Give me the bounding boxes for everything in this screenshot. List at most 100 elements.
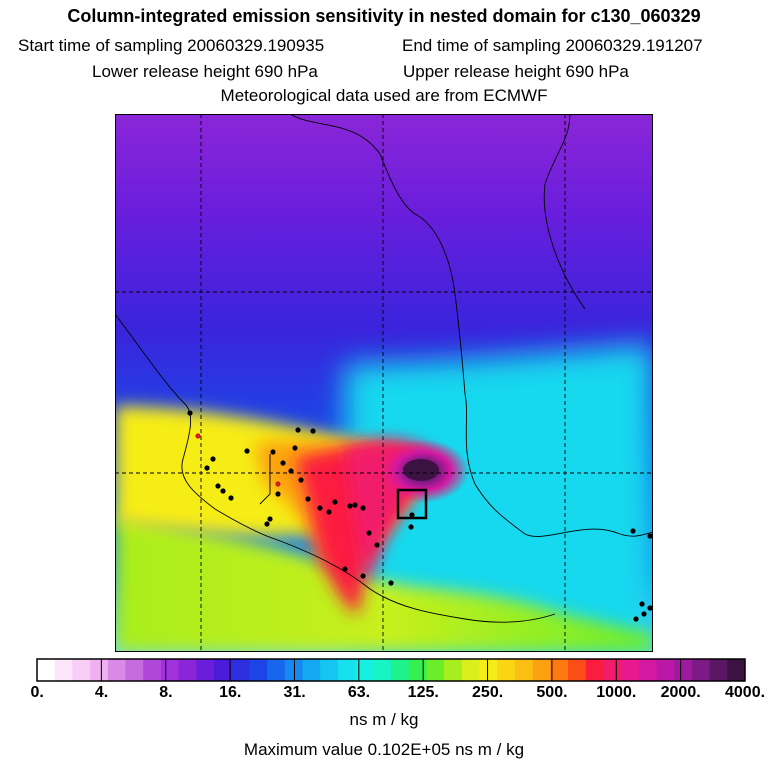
city-marker [639,601,645,607]
colorbar-tick-label: 0. [30,684,44,701]
colorbar-swatch [160,659,180,681]
city-marker [347,503,353,509]
city-marker [633,616,639,622]
colorbar-tick-label: 2000. [660,684,701,701]
sensitivity-map [115,114,653,652]
city-markers [187,410,653,622]
colorbar-swatch [638,659,657,681]
city-marker [630,528,636,534]
colorbar-swatch [320,659,339,681]
city-marker [228,495,234,501]
city-marker [310,428,316,434]
colorbar-swatch [550,659,569,681]
colorbar-swatch [107,659,126,681]
colorbar-swatch [408,659,427,681]
colorbar-swatch [249,659,268,681]
colorbar-tick-label: 125. [407,684,439,701]
maximum-value: Maximum value 0.102E+05 ns m / kg [243,740,525,759]
colorbar-swatch [497,659,516,681]
city-marker [220,488,226,494]
field-green-south [115,514,653,652]
release-box [396,488,428,520]
city-marker [210,456,216,462]
colorbar-swatch [391,659,410,681]
colorbar-tick-label: 4. [94,684,109,701]
city-marker [388,580,394,586]
colorbar-swatch [54,659,73,681]
colorbar-swatch [214,659,233,681]
colorbar-swatch [231,659,250,681]
city-marker [317,505,323,511]
map-title: Column-integrated emission sensitivity i… [67,6,701,26]
colorbar-tick-label: 31. [283,684,306,701]
colorbar-swatch [709,659,728,681]
colorbar-swatch [90,659,109,681]
city-marker [275,491,281,497]
city-marker [332,499,338,505]
colorbar-swatch [691,659,711,681]
colorbar-swatch [196,659,215,681]
colorbar-swatch [621,659,640,681]
city-marker [264,521,270,527]
city-marker [647,605,653,611]
colorbar-tick-label: 63. [347,684,371,701]
colorbar-swatch [532,659,551,681]
colorbar-swatch [373,659,392,681]
colorbar-swatch [461,659,480,681]
colorbar-swatch [603,659,622,681]
city-marker [409,512,415,518]
city-marker [408,524,414,530]
met-data-source: Meteorological data used are from ECMWF [220,86,548,105]
city-marker [647,533,653,539]
city-marker [195,433,201,439]
city-marker [326,509,332,515]
colorbar-swatch [674,659,693,681]
city-marker [360,573,366,579]
colorbar-swatch [72,659,91,681]
colorbar-tick-label: 250. [472,684,504,701]
city-marker [298,477,304,483]
colorbar-tick-label: 8. [159,684,173,701]
map-frame [115,114,653,652]
colorbar-swatch [514,659,534,681]
upper-release-height: Upper release height 690 hPa [403,62,629,81]
end-time: End time of sampling 20060329.191207 [402,36,703,55]
city-marker [204,465,210,471]
city-marker [374,542,380,548]
city-marker [288,468,294,474]
colorbar-tick-label: 1000. [596,684,637,701]
colorbar-swatch [727,659,746,681]
colorbar-swatch [37,659,56,681]
city-marker [366,530,372,536]
colorbar-swatch [479,659,498,681]
border-inland [259,454,271,505]
colorbar-swatch [284,659,303,681]
city-marker [244,448,250,454]
colorbar-tick-label: 500. [536,684,568,701]
coastline-west [115,313,556,623]
city-marker [352,502,358,508]
colorbar-swatch [143,659,162,681]
city-marker [187,410,193,416]
hotspot-core [403,459,439,481]
city-marker [292,445,298,451]
colorbar-swatch [656,659,675,681]
colorbar-swatch [125,659,144,681]
coastline-east [289,114,653,537]
colorbar-swatch [585,659,604,681]
colorbar-swatch [426,659,445,681]
start-time: Start time of sampling 20060329.190935 [18,36,325,55]
colorbar-swatch [355,659,374,681]
colorbar-swatch [568,659,587,681]
city-marker [641,611,647,617]
city-marker [360,505,366,511]
field-cyan [345,344,653,652]
city-marker [267,516,273,522]
city-marker [305,496,311,502]
colorbar-frame [36,658,746,682]
colorbar-swatch [178,659,197,681]
city-marker [270,449,276,455]
city-marker [215,483,221,489]
colorbar-units: ns m / kg [349,710,419,729]
city-marker [295,427,301,433]
